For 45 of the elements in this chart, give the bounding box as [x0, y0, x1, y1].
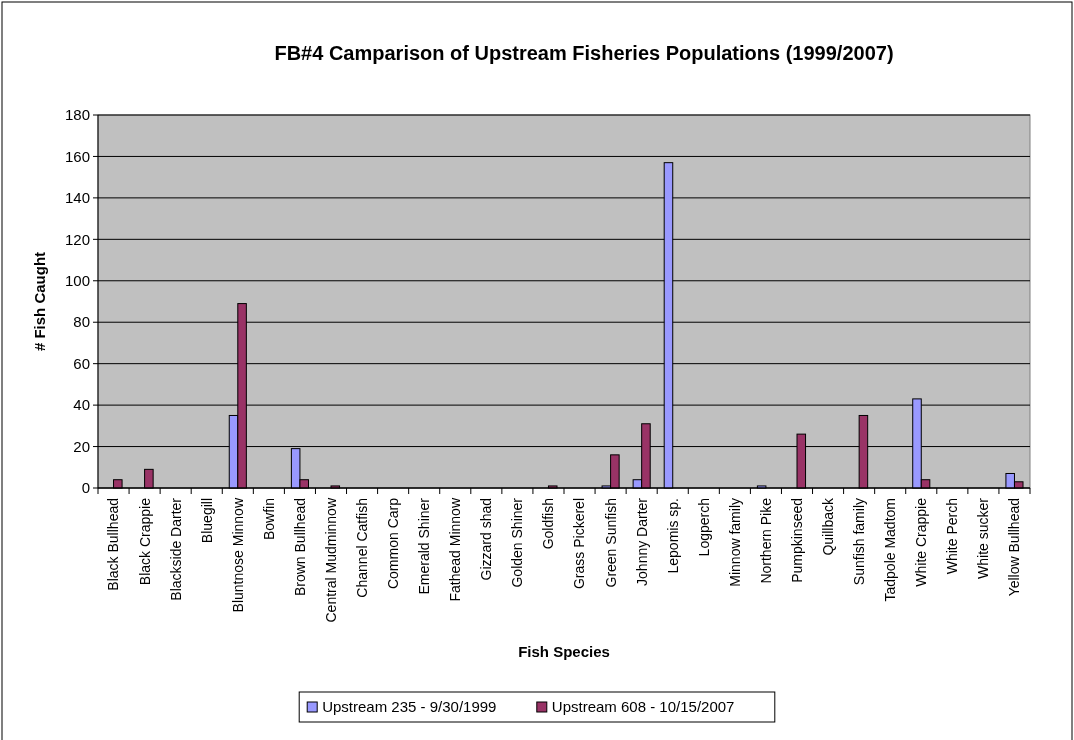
x-tick-label: Sunfish family [851, 498, 868, 586]
x-tick-label: Grass Pickerel [571, 498, 588, 590]
y-tick-label: 20 [73, 437, 90, 455]
y-tick-label: 0 [81, 479, 90, 497]
x-tick-label: Lepomis sp. [664, 498, 681, 574]
x-tick-label: Johnny Darter [633, 497, 650, 586]
x-tick-label: Golden Shiner [509, 497, 526, 588]
y-tick-label: 120 [64, 230, 90, 248]
x-tick-label: Northern Pike [757, 497, 774, 584]
y-axis-title: # Fish Caught [31, 251, 48, 352]
x-tick-label: Tadpole Madtom [882, 498, 899, 602]
x-tick-label: White Perch [944, 498, 961, 575]
x-tick-label: Black Crappie [136, 497, 153, 586]
x-tick-label: Gizzard shad [478, 498, 495, 581]
legend-label: Upstream 608 - 10/15/2007 [551, 698, 735, 716]
x-tick-label: Bowfin [260, 498, 277, 541]
x-tick-label: Minnow family [726, 498, 743, 587]
x-tick-label: White sucker [975, 497, 992, 579]
y-tick-label: 100 [64, 272, 90, 290]
x-tick-label: Yellow Bullhead [1006, 498, 1023, 597]
x-tick-label: Common Carp [385, 497, 402, 590]
x-tick-label: Fathead Minnow [447, 497, 464, 602]
x-tick-label: Goldfish [540, 498, 557, 550]
y-tick-label: 80 [73, 313, 90, 331]
x-tick-label: Central Mudminnow [322, 497, 339, 623]
x-axis-title: Fish Species [518, 643, 610, 660]
x-tick-label: Pumpkinseed [788, 498, 805, 583]
legend-label: Upstream 235 - 9/30/1999 [322, 698, 497, 716]
chart-title: FB#4 Camparison of Upstream Fisheries Populations (1999/2007) [274, 42, 894, 64]
x-tick-label: Blackside Darter [167, 497, 184, 601]
x-tick-label: Emerald Shiner [416, 497, 433, 595]
x-tick-label: Logperch [695, 498, 712, 557]
x-tick-label: Brown Bullhead [291, 498, 308, 597]
x-tick-label: Black Bullhead [105, 498, 122, 591]
x-tick-label: Channel Catfish [353, 498, 370, 598]
y-tick-label: 160 [64, 147, 90, 165]
y-tick-label: 180 [64, 106, 90, 124]
x-tick-label: Bluntnose Minnow [229, 497, 246, 613]
x-tick-label: White Crappie [913, 497, 930, 587]
x-tick-label: Green Sunfish [602, 498, 619, 588]
y-tick-label: 140 [64, 189, 90, 207]
x-tick-label: Bluegill [198, 498, 215, 544]
y-tick-label: 40 [73, 396, 90, 414]
y-tick-label: 60 [73, 354, 90, 372]
x-tick-label: Quillback [819, 497, 836, 556]
